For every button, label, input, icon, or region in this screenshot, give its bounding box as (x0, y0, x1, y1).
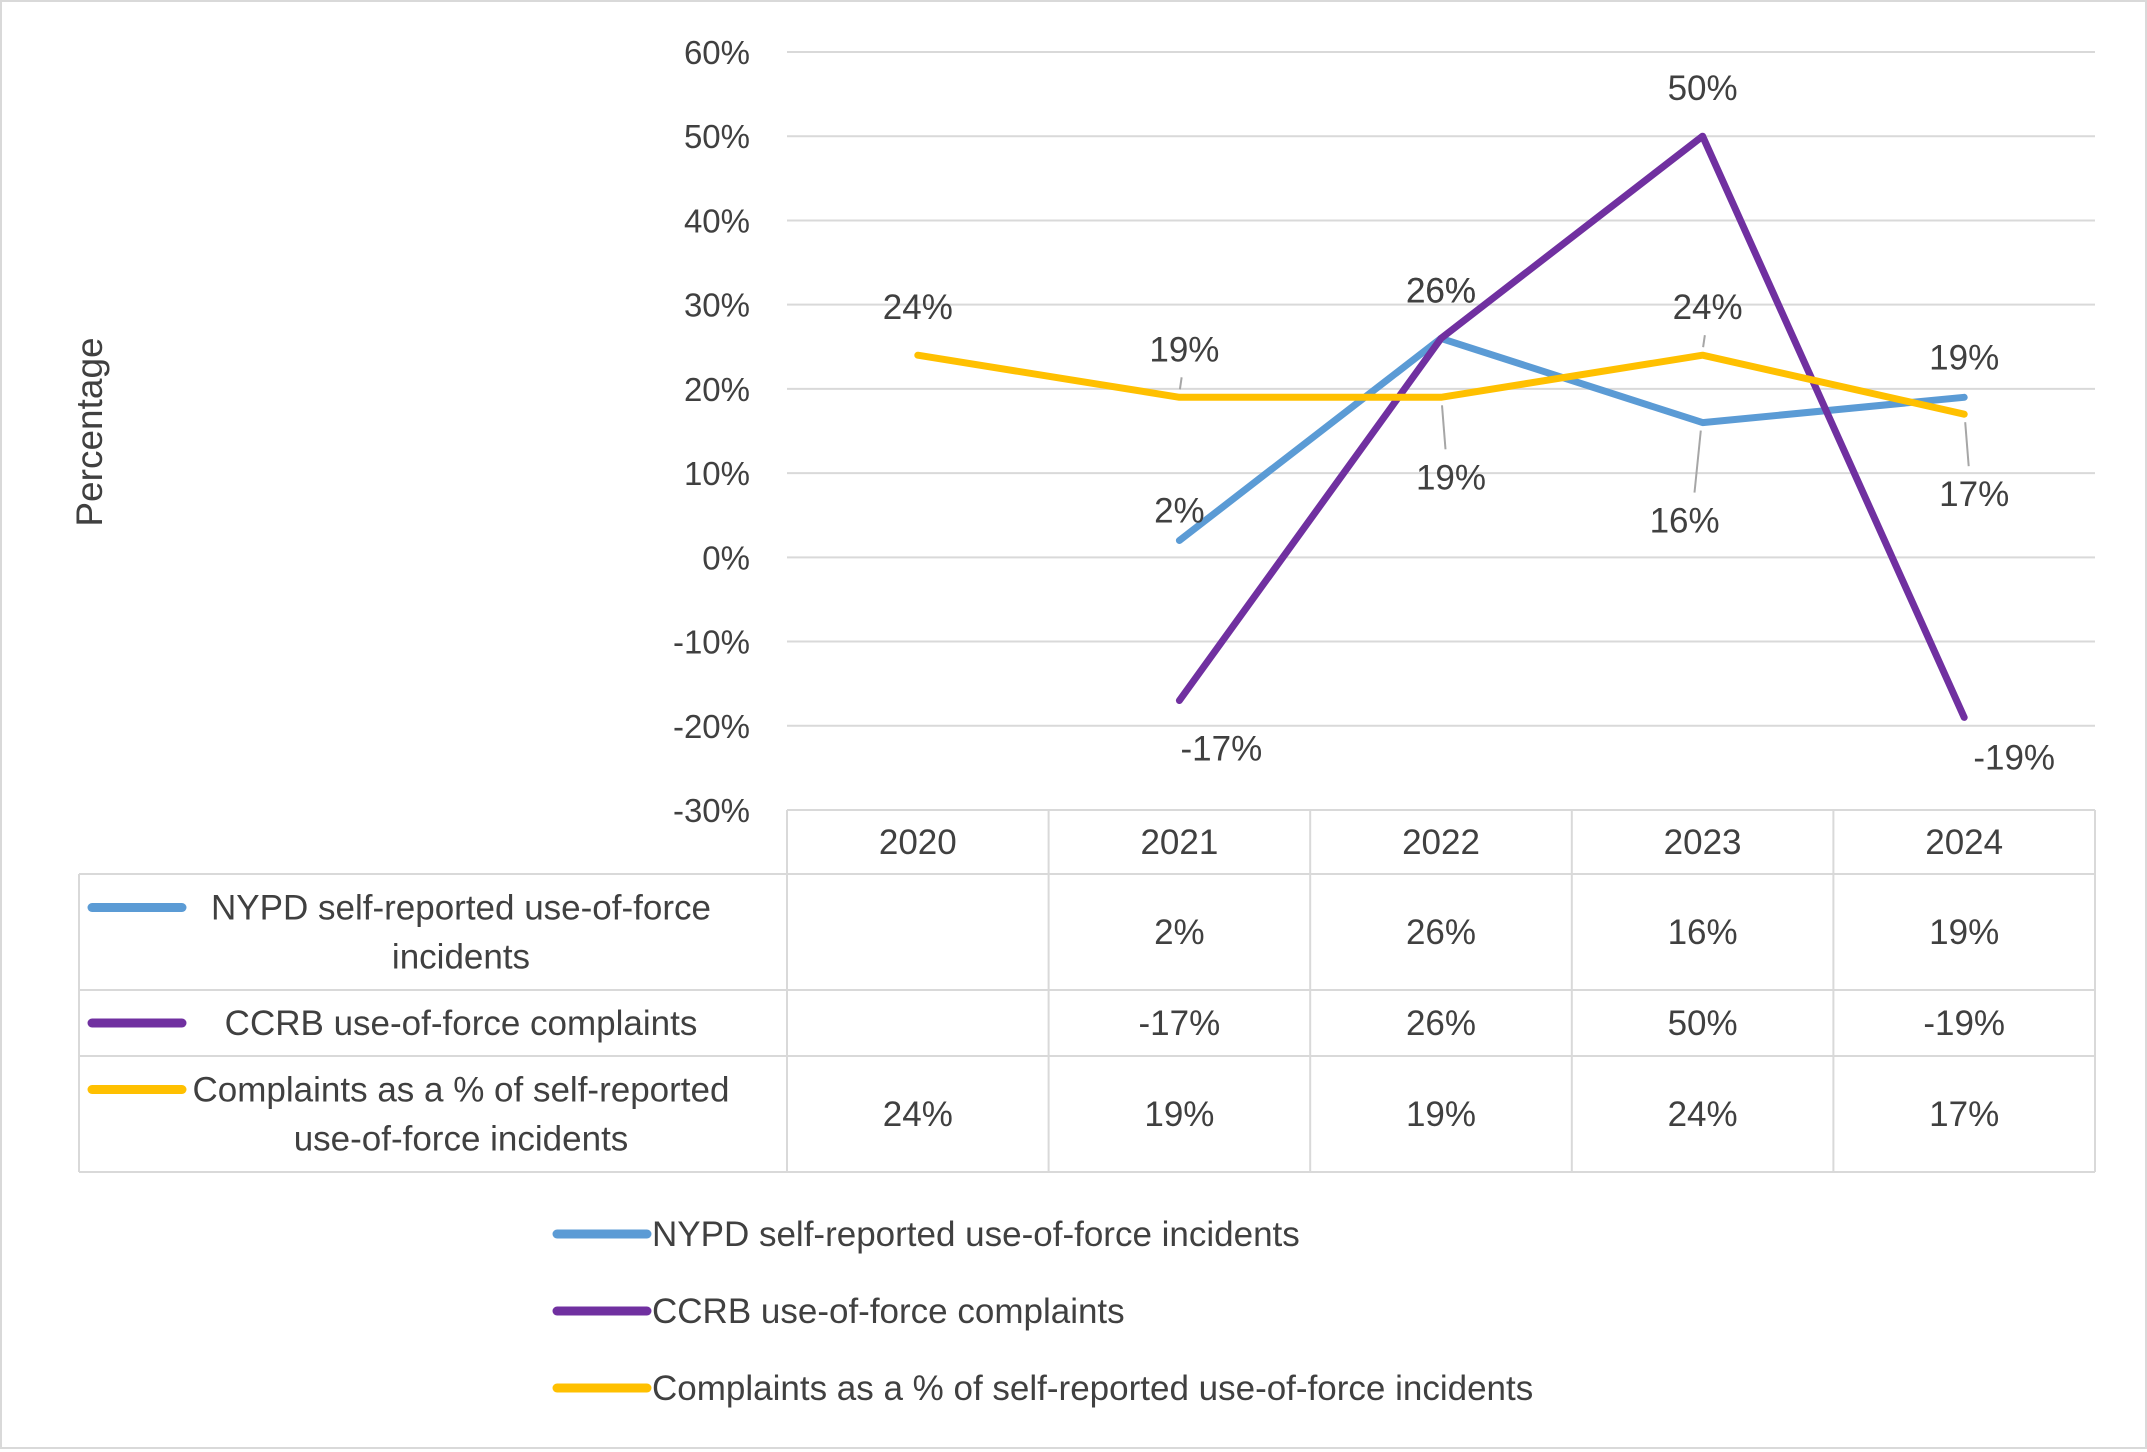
y-tick-label: 40% (684, 202, 750, 239)
y-axis-title-group: Percentage (69, 337, 110, 526)
table-cell: 50% (1668, 1004, 1738, 1043)
table-row-label: incidents (392, 938, 530, 977)
table-row-label: use-of-force incidents (294, 1120, 629, 1159)
data-labels: 2%26%16%19%-17%26%50%-19%24%19%19%24%17% (883, 69, 2055, 777)
x-category-label: 2020 (879, 823, 957, 862)
table-cell: 19% (1929, 913, 1999, 952)
label-leader-line (1441, 405, 1447, 450)
label-leader-line (1178, 377, 1183, 390)
table-cell: -17% (1139, 1004, 1221, 1043)
label-leader-line (1964, 422, 1970, 467)
series-line (914, 351, 1968, 418)
series-line (1175, 132, 1968, 721)
legend-label: NYPD self-reported use-of-force incident… (652, 1215, 1300, 1254)
y-tick-label: 50% (684, 118, 750, 155)
x-category-label: 2022 (1402, 823, 1480, 862)
y-tick-label: 60% (684, 34, 750, 71)
label-leader-line (1702, 335, 1706, 348)
table-row-label: Complaints as a % of self-reported (193, 1071, 730, 1110)
y-axis-ticks: -30% -20% -10% 0% 10% 20% 30% 40% 50% 60% (673, 34, 750, 829)
data-label: 24% (1673, 288, 1743, 327)
series-lines (914, 132, 1968, 721)
x-category-label: 2024 (1925, 823, 2003, 862)
data-label: 19% (1149, 330, 1219, 369)
table-cell: 19% (1144, 1095, 1214, 1134)
data-label: 26% (1406, 271, 1476, 310)
table-cell: 2% (1154, 913, 1205, 952)
table-cell: -19% (1923, 1004, 2005, 1043)
series-line (1175, 334, 1968, 544)
data-label: 17% (1939, 475, 2009, 514)
table-cell: 16% (1668, 913, 1738, 952)
y-tick-label: 30% (684, 287, 750, 324)
y-axis-title: Percentage (69, 337, 110, 526)
table-row-label: CCRB use-of-force complaints (225, 1004, 698, 1043)
data-table: 2020 2021 2022 2023 2024 NYPD self-reported u… (78, 809, 2096, 1173)
y-tick-label: -10% (673, 624, 750, 661)
y-tick-label: 10% (684, 455, 750, 492)
x-category-label: 2021 (1140, 823, 1218, 862)
legend: NYPD self-reported use-of-force incident… (552, 1215, 1533, 1408)
table-cell: 24% (1668, 1095, 1738, 1134)
gridlines (787, 51, 2095, 727)
data-label: 50% (1668, 69, 1738, 108)
data-label: 24% (883, 288, 953, 327)
data-label: -19% (1973, 738, 2055, 777)
table-cell: 26% (1406, 1004, 1476, 1043)
table-cell: 24% (883, 1095, 953, 1134)
data-label: 16% (1650, 502, 1720, 541)
legend-label: Complaints as a % of self-reported use-o… (652, 1369, 1533, 1408)
table-row-label: NYPD self-reported use-of-force (211, 889, 711, 928)
legend-label: CCRB use-of-force complaints (652, 1292, 1125, 1331)
table-cell: 19% (1406, 1095, 1476, 1134)
y-tick-label: -30% (673, 792, 750, 829)
data-label: 19% (1929, 338, 1999, 377)
data-label: 26% (1406, 271, 1476, 310)
table-cell: 26% (1406, 913, 1476, 952)
y-tick-label: 20% (684, 371, 750, 408)
label-leader-line (1693, 430, 1702, 493)
table-cell: 17% (1929, 1095, 1999, 1134)
y-tick-label: -20% (673, 708, 750, 745)
data-label: 19% (1416, 458, 1486, 497)
y-tick-label: 0% (702, 539, 750, 576)
data-label: -17% (1181, 730, 1263, 769)
x-category-label: 2023 (1664, 823, 1742, 862)
data-label: 2% (1154, 491, 1205, 530)
